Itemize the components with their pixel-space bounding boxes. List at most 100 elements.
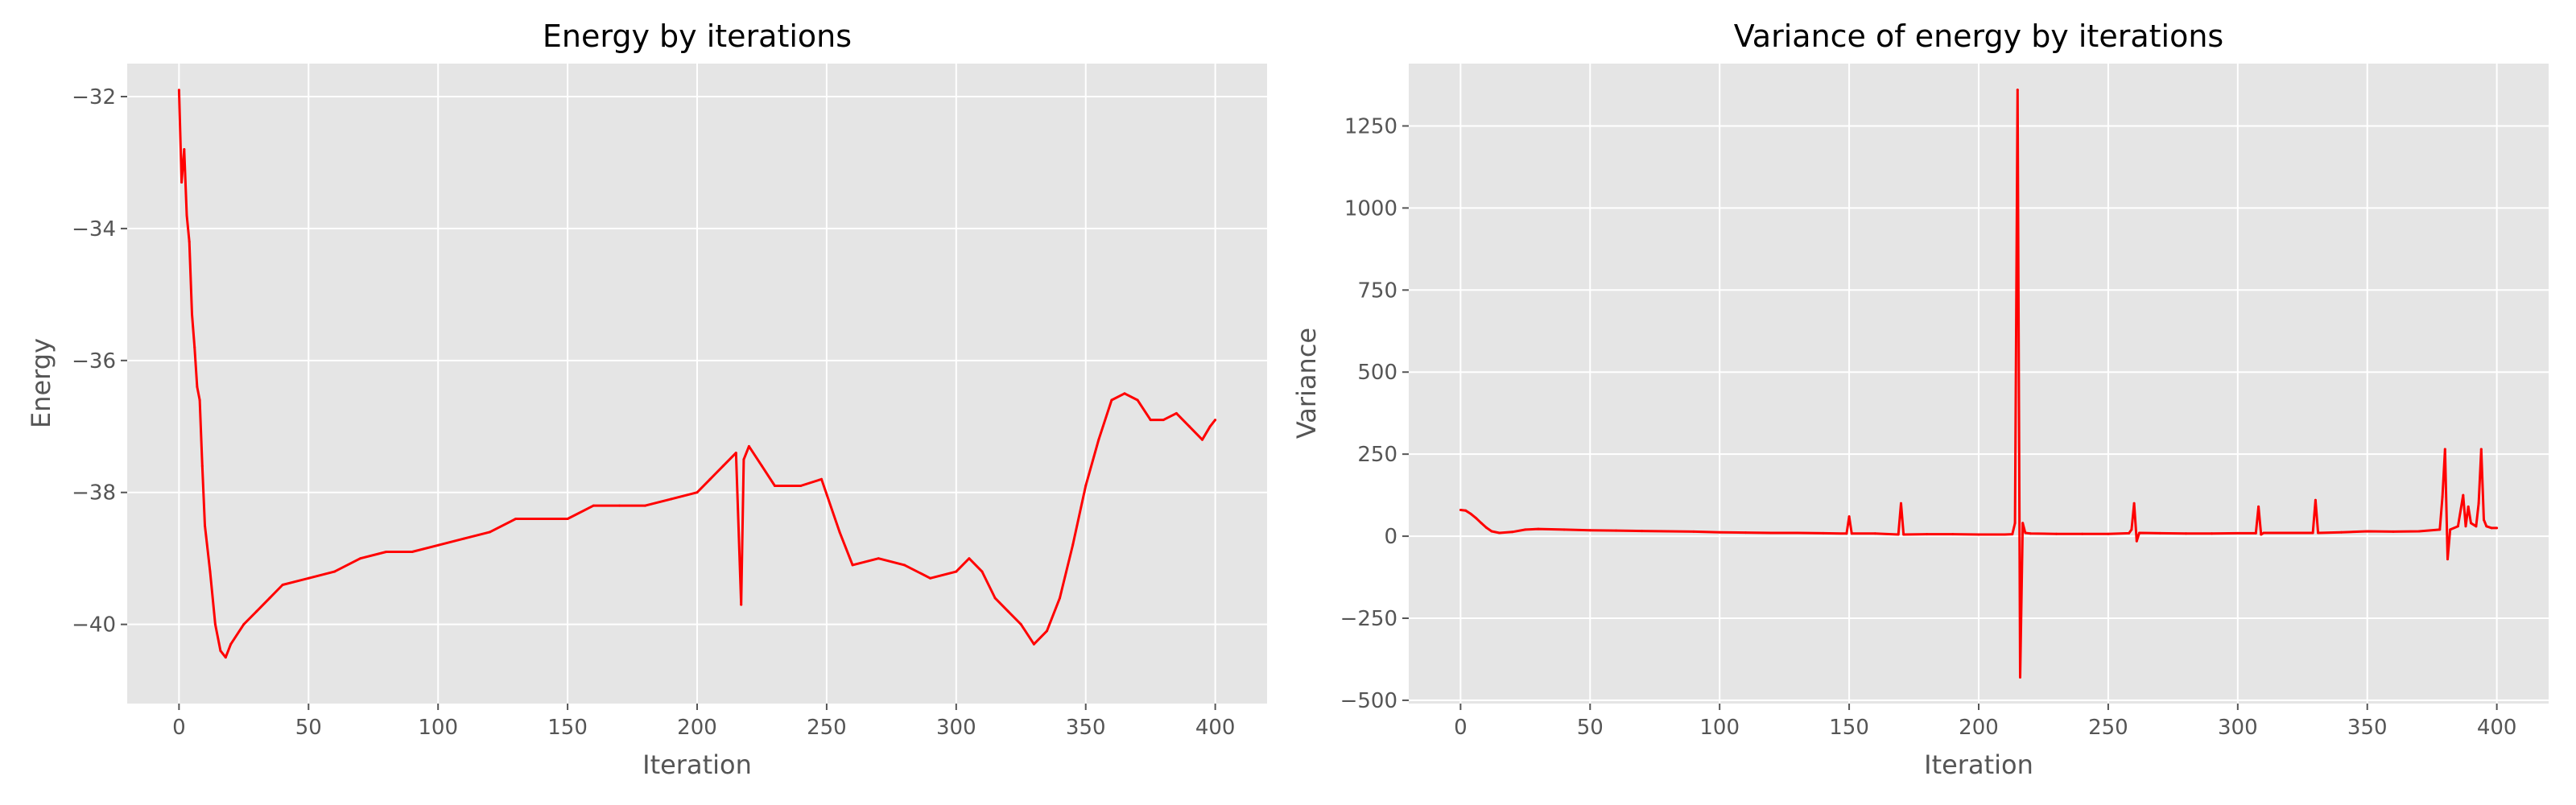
- energy-y-ticks: −32 −34 −36 −38 −40: [72, 85, 127, 638]
- data-point: [242, 623, 246, 626]
- data-point: [2011, 533, 2014, 536]
- data-point: [191, 312, 193, 316]
- data-point: [180, 181, 184, 184]
- data-point: [774, 485, 776, 487]
- data-point: [1110, 398, 1113, 402]
- data-point: [1480, 522, 1483, 525]
- data-point: [2438, 528, 2442, 531]
- y-tick-label: −36: [72, 349, 116, 374]
- x-tick-label: 300: [2218, 716, 2258, 740]
- data-point: [1071, 543, 1075, 547]
- data-point: [333, 570, 336, 573]
- data-point: [734, 452, 737, 455]
- data-point: [2107, 532, 2110, 535]
- data-point: [540, 518, 543, 520]
- data-point: [2016, 89, 2019, 92]
- data-point: [213, 623, 217, 626]
- energy-x-ticks: 0 50 100 150 200 250 300 350 400: [172, 704, 1235, 740]
- energy-line: [177, 89, 1217, 659]
- data-point: [411, 551, 414, 553]
- data-point: [2130, 528, 2133, 531]
- data-point: [838, 530, 841, 534]
- data-point: [1847, 515, 1851, 518]
- data-point: [204, 524, 206, 527]
- y-tick-label: −250: [1340, 607, 1397, 631]
- data-point: [2485, 525, 2488, 528]
- data-point: [2456, 525, 2459, 528]
- data-point: [1006, 609, 1009, 613]
- data-point: [747, 444, 750, 448]
- data-point: [1641, 530, 1644, 533]
- y-tick-label: −32: [72, 85, 116, 109]
- data-point: [2392, 530, 2395, 533]
- data-point: [1475, 517, 1478, 520]
- variance-x-ticks: 0 50 100 150 200 250 300 350 400: [1454, 704, 2516, 740]
- data-point: [799, 485, 803, 487]
- energy-y-axis-label: Energy: [26, 338, 56, 428]
- data-point: [1850, 532, 1853, 535]
- data-point: [980, 570, 984, 573]
- data-point: [183, 148, 186, 151]
- data-point: [255, 609, 258, 613]
- energy-x-axis-label: Iteration: [642, 749, 752, 780]
- x-tick-label: 250: [807, 716, 847, 740]
- y-tick-label: −34: [72, 217, 116, 242]
- data-point: [742, 458, 745, 461]
- data-point: [1666, 530, 1670, 533]
- data-point: [877, 557, 880, 560]
- x-tick-label: 200: [677, 716, 717, 740]
- data-point: [2443, 448, 2446, 451]
- data-point: [514, 518, 518, 520]
- data-point: [820, 477, 823, 481]
- data-point: [1897, 533, 1900, 536]
- data-point: [1123, 392, 1126, 395]
- data-point: [2490, 526, 2493, 530]
- data-point: [2317, 531, 2320, 535]
- data-point: [1822, 531, 1825, 535]
- data-point: [1796, 531, 1799, 535]
- x-tick-label: 400: [2477, 716, 2517, 740]
- y-tick-label: 1250: [1344, 114, 1397, 138]
- energy-chart: 0 50 100 150 200 250 300 350 400 −32 −34 −36 −38 −40…: [26, 19, 1267, 780]
- variance-grid: [1409, 64, 2549, 704]
- data-point: [1201, 438, 1203, 441]
- data-point: [2260, 533, 2263, 536]
- data-point: [1588, 529, 1591, 532]
- data-point: [2003, 533, 2006, 536]
- data-point: [1977, 533, 1980, 536]
- data-point: [1214, 419, 1217, 422]
- x-tick-label: 150: [1829, 716, 1869, 740]
- data-point: [955, 570, 958, 573]
- data-point: [1615, 529, 1617, 532]
- x-tick-label: 0: [172, 716, 186, 740]
- data-point: [198, 398, 201, 402]
- data-point: [200, 464, 204, 468]
- data-point: [1208, 425, 1212, 428]
- data-point: [188, 240, 191, 243]
- data-point: [2462, 493, 2465, 497]
- data-point: [2446, 558, 2449, 561]
- data-point: [740, 603, 743, 606]
- data-point: [2311, 531, 2314, 535]
- data-point: [2262, 531, 2265, 535]
- data-point: [2185, 532, 2187, 535]
- data-point: [2479, 448, 2483, 451]
- variance-y-axis-label: Variance: [1291, 328, 1322, 439]
- data-point: [2475, 525, 2478, 528]
- x-tick-label: 0: [1454, 716, 1468, 740]
- data-point: [1469, 512, 1472, 515]
- variance-y-ticks: 1250 1000 750 500 250 0 −250 −500: [1340, 114, 1409, 713]
- data-point: [489, 530, 491, 534]
- x-tick-label: 350: [1066, 716, 1106, 740]
- data-point: [618, 504, 621, 507]
- data-point: [929, 576, 932, 580]
- data-point: [2019, 675, 2021, 679]
- x-tick-label: 50: [1577, 716, 1604, 740]
- data-point: [2449, 528, 2452, 531]
- x-tick-label: 100: [1699, 716, 1740, 740]
- data-point: [1084, 485, 1088, 487]
- data-point: [1459, 509, 1462, 511]
- energy-chart-title: Energy by iterations: [543, 19, 852, 54]
- variance-chart-title: Variance of energy by iterations: [1734, 19, 2223, 54]
